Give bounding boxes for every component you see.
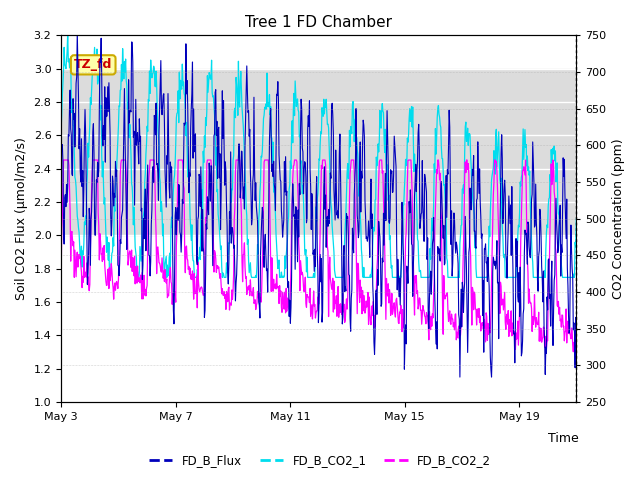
Text: TZ_fd: TZ_fd xyxy=(74,59,113,72)
Title: Tree 1 FD Chamber: Tree 1 FD Chamber xyxy=(245,15,392,30)
Y-axis label: CO2 Concentration (ppm): CO2 Concentration (ppm) xyxy=(612,138,625,299)
Y-axis label: Soil CO2 Flux (μmol/m2/s): Soil CO2 Flux (μmol/m2/s) xyxy=(15,137,28,300)
Text: Time: Time xyxy=(548,432,579,444)
Legend: FD_B_Flux, FD_B_CO2_1, FD_B_CO2_2: FD_B_Flux, FD_B_CO2_1, FD_B_CO2_2 xyxy=(144,449,496,472)
Bar xyxy=(61,69,576,235)
